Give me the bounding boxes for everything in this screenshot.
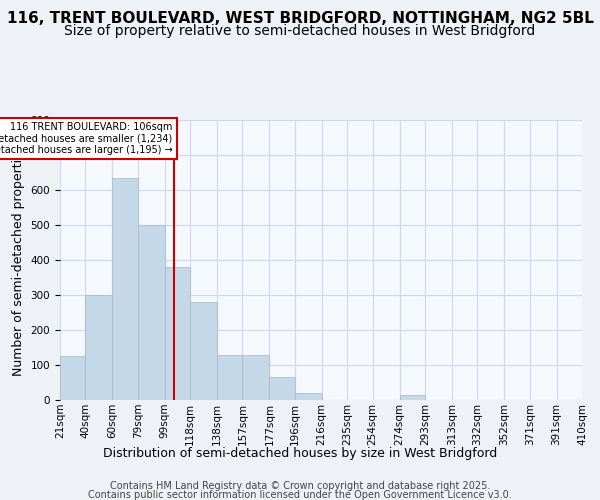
Bar: [138, 225, 164, 400]
Text: Size of property relative to semi-detached houses in West Bridgford: Size of property relative to semi-detach…: [64, 24, 536, 38]
Bar: [295, 393, 322, 400]
Bar: [112, 178, 138, 400]
Text: 116 TRENT BOULEVARD: 106sqm
← 50% of semi-detached houses are smaller (1,234)
49: 116 TRENT BOULEVARD: 106sqm ← 50% of sem…: [0, 122, 173, 155]
Bar: [217, 354, 242, 400]
Bar: [60, 356, 85, 400]
Bar: [242, 354, 269, 400]
Bar: [85, 295, 112, 400]
Bar: [400, 395, 425, 400]
Bar: [164, 267, 190, 400]
Bar: [269, 377, 295, 400]
Text: Distribution of semi-detached houses by size in West Bridgford: Distribution of semi-detached houses by …: [103, 448, 497, 460]
Y-axis label: Number of semi-detached properties: Number of semi-detached properties: [12, 144, 25, 376]
Bar: [190, 302, 217, 400]
Text: 116, TRENT BOULEVARD, WEST BRIDGFORD, NOTTINGHAM, NG2 5BL: 116, TRENT BOULEVARD, WEST BRIDGFORD, NO…: [7, 11, 593, 26]
Text: Contains HM Land Registry data © Crown copyright and database right 2025.: Contains HM Land Registry data © Crown c…: [110, 481, 490, 491]
Text: Contains public sector information licensed under the Open Government Licence v3: Contains public sector information licen…: [88, 490, 512, 500]
